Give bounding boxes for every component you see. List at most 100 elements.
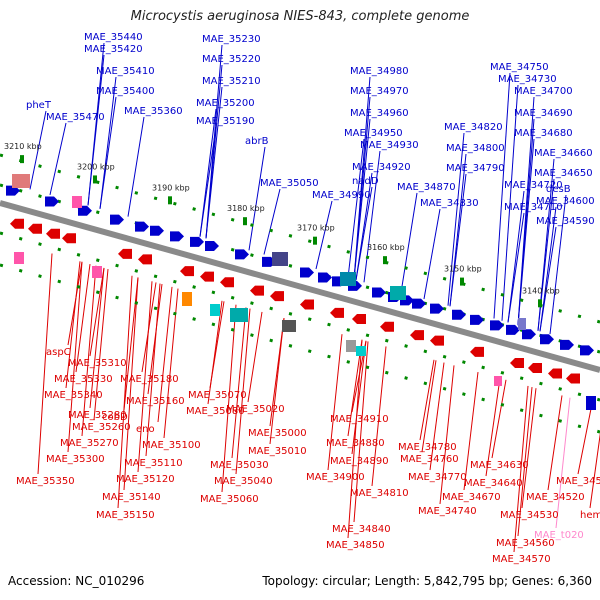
bottom-gene-label: MAE_35280: [68, 410, 127, 421]
genome-backbone: [0, 200, 600, 373]
kbp-tick-label: 3200 kbp: [77, 162, 115, 171]
bottom-gene-label: MAE_35100: [142, 440, 201, 451]
bottom-gene-label: MAE_35000: [248, 428, 307, 439]
feature-box: [346, 340, 356, 352]
label-leader-line: [439, 365, 455, 505]
forward-gene-arrow: [205, 241, 219, 252]
top-gene-label: desB: [546, 184, 571, 195]
label-leader-line: [207, 300, 223, 405]
bottom-gene-label: MAE_34890: [330, 456, 389, 467]
label-leader-line: [589, 432, 600, 509]
top-gene-label: MAE_34790: [446, 163, 505, 174]
forward-gene-arrow: [135, 221, 149, 232]
forward-gene-arrow: [452, 309, 466, 320]
top-gene-label: MAE_34930: [360, 140, 419, 151]
forward-gene-arrow: [78, 205, 92, 216]
label-leader-line: [513, 385, 529, 553]
bottom-gene-label: MAE_34670: [442, 492, 501, 503]
bottom-gene-label: MAE_t020: [534, 530, 584, 541]
feature-box: [272, 252, 288, 266]
top-gene-label: MAE_35050: [260, 178, 319, 189]
bottom-gene-label: MAE_35160: [126, 396, 185, 407]
label-leader-line: [123, 277, 139, 411]
bottom-gene-label: MAE_35180: [120, 374, 179, 385]
label-leader-line: [127, 116, 145, 217]
bottom-gene-label: MAE_35010: [248, 446, 307, 457]
reverse-gene-arrow: [138, 254, 152, 265]
bottom-gene-label: MAE_34910: [330, 414, 389, 425]
label-leader-line: [447, 132, 465, 306]
bottom-gene-label: MAE_35330: [54, 374, 113, 385]
feature-box: [282, 320, 296, 332]
top-gene-label: MAE_35410: [96, 66, 155, 77]
label-leader-line: [89, 267, 105, 409]
forward-gene-arrow: [190, 236, 204, 247]
label-leader-line: [549, 194, 567, 335]
label-leader-line: [231, 307, 247, 459]
reverse-gene-arrow: [270, 291, 284, 302]
bottom-gene-label: MAE_35020: [226, 404, 285, 415]
label-leader-line: [67, 261, 83, 453]
bottom-gene-label: MAE_34850: [326, 540, 385, 551]
top-gene-label: MAE_34970: [350, 86, 409, 97]
feature-box: [230, 308, 248, 322]
label-leader-line: [248, 146, 266, 251]
label-leader-line: [419, 359, 435, 441]
forward-gene-arrow: [490, 320, 504, 331]
bottom-gene-label: MAE_34500: [556, 476, 600, 487]
label-leader-line: [269, 317, 285, 445]
bottom-gene-label: MAE_34560: [496, 538, 555, 549]
summary-text: Topology: circular; Length: 5,842,795 bp…: [261, 574, 592, 588]
label-leader-line: [235, 308, 251, 475]
bottom-gene-label: MAE_34570: [492, 554, 551, 565]
bottom-gene-label: MAE_34760: [400, 454, 459, 465]
reverse-gene-arrow: [470, 346, 484, 357]
feature-box: [182, 292, 192, 306]
label-leader-line: [29, 110, 47, 190]
top-gene-label: MAE_34710: [504, 202, 563, 213]
forward-gene-arrow: [318, 272, 332, 283]
label-leader-line: [507, 212, 525, 323]
label-leader-line: [429, 362, 445, 471]
label-leader-line: [157, 286, 173, 423]
bottom-gene-label: MAE_34740: [418, 506, 477, 517]
bottom-gene-label: aspC: [46, 347, 71, 358]
reverse-gene-arrow: [250, 285, 264, 296]
reverse-gene-arrow: [46, 228, 60, 239]
forward-gene-arrow: [235, 249, 249, 260]
kbp-tick-label: 3150 kbp: [444, 265, 482, 274]
kbp-tick-mark: [313, 236, 317, 245]
bottom-gene-label: MAE_35340: [44, 390, 103, 401]
label-leader-line: [353, 341, 369, 523]
label-leader-line: [521, 388, 537, 509]
reverse-gene-arrow: [510, 357, 524, 368]
label-lines: [29, 42, 600, 553]
bottom-gene-label: MAE_34780: [398, 442, 457, 453]
reverse-gene-arrow: [62, 233, 76, 244]
label-leader-line: [493, 72, 511, 319]
top-gene-label: MAE_35470: [46, 112, 105, 123]
label-leader-line: [539, 206, 557, 332]
label-leader-line: [137, 281, 153, 473]
top-gene-label: MAE_34830: [420, 198, 479, 209]
label-leader-line: [89, 267, 105, 357]
feature-box: [586, 396, 596, 410]
label-leader-line: [363, 150, 381, 283]
label-leader-line: [449, 173, 467, 307]
map-title: Microcystis aeruginosa NIES-843, complet…: [131, 9, 470, 24]
feature-box: [356, 346, 366, 356]
kbp-tick-label: 3160 kbp: [367, 243, 405, 252]
feature-box: [390, 286, 406, 300]
kbp-tick-label: 3210 kbp: [4, 142, 42, 151]
top-gene-label: MAE_34600: [536, 196, 595, 207]
bottom-gene-label: MAE_35270: [60, 438, 119, 449]
reverse-gene-arrow: [300, 299, 314, 310]
label-leader-line: [485, 378, 501, 477]
forward-gene-arrow: [540, 334, 554, 345]
kbp-tick-label: 3170 kbp: [297, 224, 335, 233]
feature-box: [340, 272, 356, 286]
top-gene-label: MAE_35400: [96, 86, 155, 97]
label-leader-line: [221, 304, 237, 493]
label-leader-line: [117, 275, 133, 509]
label-leader-line: [49, 122, 67, 196]
